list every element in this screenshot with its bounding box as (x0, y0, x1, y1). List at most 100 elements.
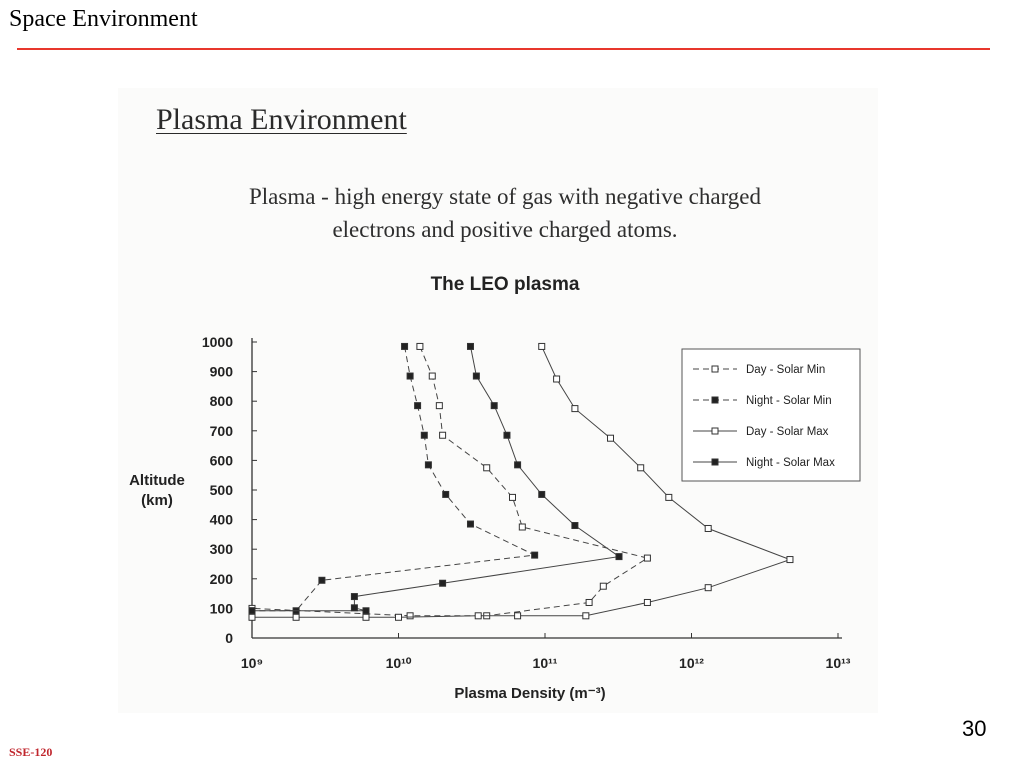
data-point (362, 607, 370, 615)
y-tick-label: 300 (210, 541, 234, 557)
data-point (474, 612, 482, 620)
data-point (508, 493, 516, 501)
data-point (553, 375, 561, 383)
data-point (424, 461, 432, 469)
y-tick-label: 900 (210, 364, 234, 380)
series-line (252, 346, 621, 612)
legend-entry: Day - Solar Max (693, 426, 829, 438)
y-tick-label: 600 (210, 452, 234, 468)
y-tick-label: 0 (225, 630, 233, 646)
legend-entry: Night - Solar Min (693, 395, 832, 407)
data-point (643, 554, 651, 562)
plasma-definition: Plasma - high energy state of gas with n… (190, 180, 820, 246)
y-tick-label: 800 (210, 393, 234, 409)
y-axis-label-line2: (km) (141, 492, 173, 509)
data-point (466, 520, 474, 528)
legend-label: Night - Solar Max (746, 457, 835, 469)
y-tick-label: 1000 (202, 334, 233, 350)
series-line (251, 346, 649, 617)
data-point (538, 342, 546, 350)
y-tick-label: 700 (210, 423, 234, 439)
data-point (599, 582, 607, 590)
data-point (637, 464, 645, 472)
data-point (704, 524, 712, 532)
data-point (571, 522, 579, 530)
data-point (472, 372, 480, 380)
y-tick-label: 400 (210, 512, 234, 528)
definition-line-1: Plasma - high energy state of gas with n… (248, 184, 762, 209)
header-divider (17, 48, 990, 50)
data-point (318, 576, 326, 584)
data-point (585, 598, 593, 606)
data-point (503, 431, 511, 439)
legend-entry: Day - Solar Min (693, 364, 825, 376)
legend-label: Day - Solar Min (746, 364, 825, 376)
y-axis-label-line1: Altitude (129, 472, 185, 489)
legend-swatch-marker (711, 427, 719, 435)
chart-series-layer (248, 342, 794, 621)
legend-label: Night - Solar Min (746, 395, 832, 407)
data-point (442, 490, 450, 498)
data-point (420, 431, 428, 439)
slide-header-title: Space Environment (9, 6, 198, 32)
legend-swatch-marker (711, 396, 719, 404)
data-point (571, 405, 579, 413)
data-point (466, 342, 474, 350)
data-point (435, 402, 443, 410)
data-point (514, 612, 522, 620)
y-tick-label: 500 (210, 482, 234, 498)
data-point (514, 461, 522, 469)
data-point (401, 342, 409, 350)
data-point (428, 372, 436, 380)
data-point (350, 593, 358, 601)
data-point (350, 604, 358, 612)
footer-course-code: SSE-120 (9, 745, 53, 759)
data-point (607, 434, 615, 442)
data-point (406, 612, 414, 620)
data-point (643, 598, 651, 606)
data-point (362, 613, 370, 621)
y-tick-label: 100 (210, 600, 234, 616)
series-night-solar-min (248, 342, 539, 615)
legend-label: Day - Solar Max (746, 426, 829, 438)
data-point (483, 464, 491, 472)
chart-title: The LEO plasma (431, 274, 580, 295)
y-tick-label: 200 (210, 571, 234, 587)
series-day-solar-max (248, 342, 794, 621)
legend-swatch-marker (711, 458, 719, 466)
x-tick-label: 10¹¹ (533, 655, 558, 671)
section-heading: Plasma Environment (156, 103, 407, 136)
data-point (538, 490, 546, 498)
data-point (439, 579, 447, 587)
data-point (518, 523, 526, 531)
series-line (252, 346, 537, 612)
legend-swatch-marker (711, 365, 719, 373)
chart-legend: Day - Solar Min Night - Solar Min Day - So… (681, 348, 861, 482)
page-number: 30 (962, 716, 987, 741)
data-point (248, 613, 256, 621)
legend-entry: Night - Solar Max (693, 457, 835, 469)
data-point (786, 556, 794, 564)
x-tick-label: 10¹² (679, 655, 704, 671)
data-point (582, 612, 590, 620)
series-night-solar-max (248, 342, 623, 615)
data-point (416, 342, 424, 350)
definition-line-2: electrons and positive charged atoms. (332, 217, 678, 242)
data-point (490, 402, 498, 410)
data-point (665, 493, 673, 501)
data-point (615, 553, 623, 561)
x-tick-label: 10⁹ (241, 655, 263, 671)
data-point (531, 551, 539, 559)
data-point (414, 402, 422, 410)
data-point (439, 431, 447, 439)
data-point (704, 584, 712, 592)
data-point (248, 607, 256, 615)
x-axis-label: Plasma Density (m⁻³) (454, 685, 605, 702)
data-point (406, 372, 414, 380)
x-tick-label: 10¹³ (826, 655, 851, 671)
x-tick-label: 10¹⁰ (386, 655, 412, 671)
data-point (292, 613, 300, 621)
data-point (395, 613, 402, 621)
